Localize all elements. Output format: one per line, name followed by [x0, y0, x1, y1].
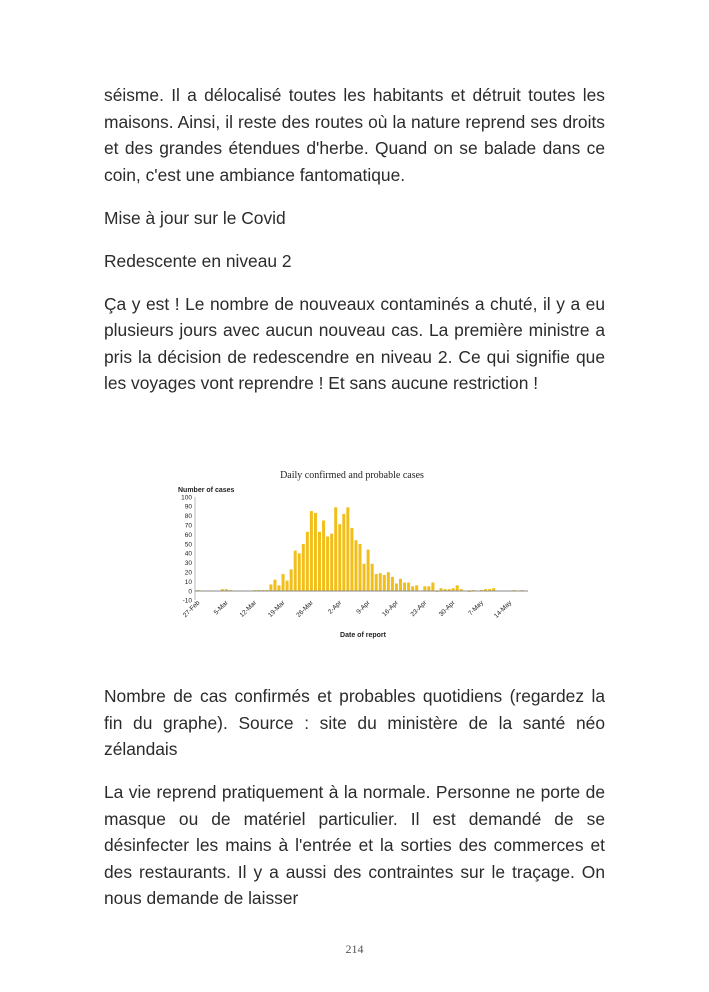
x-tick-label: 19-Mar — [267, 599, 287, 619]
bar — [269, 584, 273, 591]
bar — [394, 583, 398, 591]
x-tick-label: 14-May — [493, 599, 514, 620]
page-number: 214 — [345, 942, 364, 956]
y-tick-label: 20 — [185, 570, 193, 577]
bar — [326, 536, 330, 591]
bar — [220, 589, 224, 591]
section-heading: Mise à jour sur le Covid — [104, 207, 286, 228]
chart-title: Daily confirmed and probable cases — [280, 470, 424, 481]
y-tick-label: 0 — [188, 588, 192, 595]
y-tick-label: 60 — [185, 532, 193, 539]
bar — [484, 589, 488, 591]
bar — [293, 550, 297, 591]
bar — [350, 528, 354, 591]
paragraph: La vie reprend pratiquement à la normale… — [104, 782, 605, 908]
y-axis-label: Number of cases — [178, 487, 235, 494]
bar — [386, 572, 390, 591]
x-tick-label: 30-Apr — [438, 599, 457, 618]
bar — [281, 574, 285, 591]
bar — [330, 533, 334, 591]
x-tick-label: 5-Mar — [213, 599, 231, 617]
bar — [318, 531, 321, 591]
bar — [488, 589, 492, 591]
bar — [301, 544, 305, 591]
bar — [451, 588, 455, 591]
bar — [342, 513, 346, 591]
body-text-top: séisme. Il a délocalisé toutes les habit… — [104, 82, 605, 413]
x-tick-label: 16-Apr — [381, 599, 400, 618]
bar — [439, 588, 443, 591]
x-tick-label: 2-Apr — [327, 599, 344, 616]
x-tick-label: 26-Mar — [295, 599, 315, 619]
bar — [492, 588, 496, 591]
bar — [407, 582, 411, 591]
y-tick-label: 70 — [185, 523, 193, 530]
bar — [423, 586, 427, 591]
bar — [447, 589, 451, 591]
bar — [338, 524, 342, 591]
bar — [411, 586, 415, 591]
y-tick-label: 50 — [185, 541, 193, 548]
bar — [334, 507, 338, 591]
bar — [378, 573, 382, 591]
bar — [305, 531, 309, 591]
body-text-bottom: Nombre de cas confirmés et probables quo… — [104, 683, 605, 928]
bar — [390, 576, 394, 591]
y-tick-label: 100 — [181, 494, 192, 501]
bar — [443, 589, 447, 591]
bar — [322, 520, 326, 591]
bar — [285, 580, 289, 591]
bar — [354, 540, 358, 591]
bar — [297, 553, 301, 591]
bar — [362, 563, 366, 591]
bar — [224, 589, 228, 591]
y-tick-label: 40 — [185, 551, 193, 558]
bar — [455, 585, 459, 591]
bar — [366, 549, 370, 591]
bar — [427, 586, 431, 591]
y-tick-label: 80 — [185, 513, 193, 520]
bar — [309, 511, 313, 591]
bar — [399, 578, 402, 591]
paragraph: Ça y est ! Le nombre de nouveaux contami… — [104, 293, 605, 394]
y-tick-label: 90 — [185, 504, 193, 511]
cases-chart: Daily confirmed and probable cases Numbe… — [178, 470, 528, 639]
bar — [374, 574, 378, 591]
y-tick-label: 10 — [185, 579, 193, 586]
x-tick-label: 23-Apr — [409, 599, 428, 618]
bar — [346, 507, 350, 591]
x-tick-label: 9-Apr — [355, 599, 372, 616]
x-axis-label: Date of report — [340, 632, 387, 639]
bar — [277, 585, 281, 591]
bar — [431, 582, 435, 591]
bar — [382, 575, 386, 591]
x-tick-label: 12-Mar — [239, 599, 259, 619]
x-tick-label: 7-May — [467, 599, 485, 617]
bar — [403, 582, 407, 591]
bar — [415, 585, 419, 591]
bar — [313, 512, 317, 591]
y-tick-label: -10 — [183, 598, 193, 605]
bar — [289, 569, 293, 591]
y-tick-label: 30 — [185, 560, 193, 567]
paragraph: séisme. Il a délocalisé toutes les habit… — [104, 85, 605, 185]
chart-caption: Nombre de cas confirmés et probables quo… — [104, 686, 605, 759]
subsection-heading: Redescente en niveau 2 — [104, 250, 292, 271]
bar — [273, 579, 277, 591]
bar — [358, 544, 362, 591]
bar — [459, 589, 463, 591]
bar — [370, 563, 374, 591]
